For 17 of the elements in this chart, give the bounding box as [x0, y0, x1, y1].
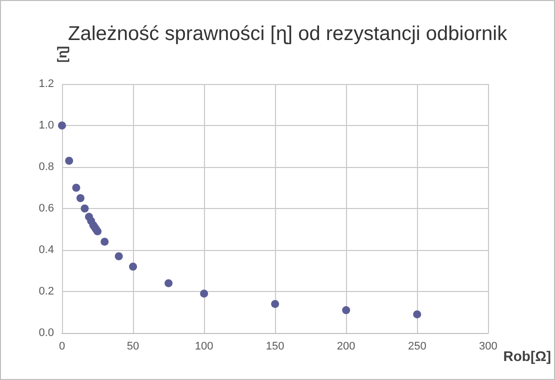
y-tick-label: 1.2 — [38, 78, 54, 90]
x-tick-label: 100 — [194, 340, 214, 352]
y-tick-label: 0.0 — [38, 327, 54, 339]
x-tick-label: 150 — [266, 340, 284, 352]
x-axis-title: Rob[Ω] — [503, 348, 552, 364]
x-tick-label: 300 — [478, 340, 498, 352]
chart-title: Zależność sprawności [ɳ] od rezystancji odbiornik — [68, 23, 508, 45]
y-tick-label: 1.0 — [38, 120, 54, 132]
y-tick-label: 0.2 — [38, 286, 54, 298]
x-tick-label: 50 — [126, 340, 140, 352]
y-tick-label: 0.6 — [38, 202, 54, 214]
x-tick-label: 200 — [336, 340, 356, 352]
y-tick-label: 0.8 — [38, 161, 54, 173]
x-tick-label: 0 — [58, 340, 66, 352]
y-axis-title: [ɳ] — [54, 46, 70, 63]
x-tick-label: 250 — [408, 340, 426, 352]
y-tick-label: 0.4 — [38, 244, 54, 256]
